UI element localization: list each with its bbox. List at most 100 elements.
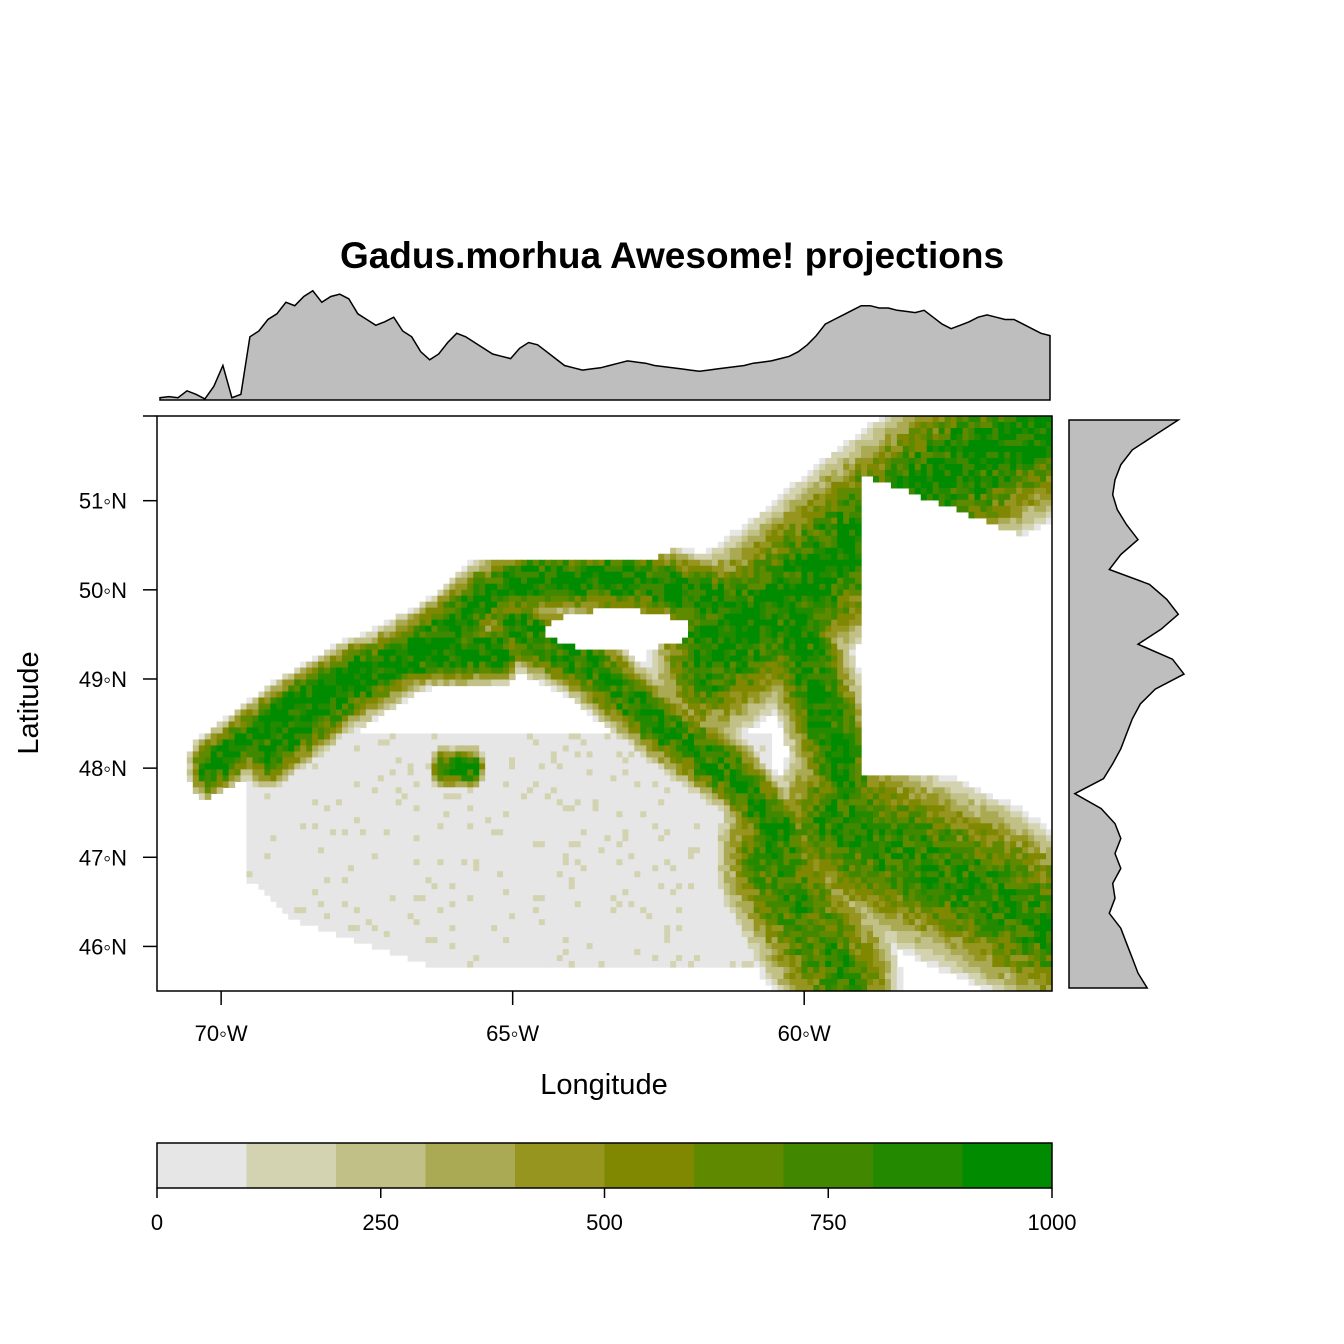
heatmap-cell (813, 637, 820, 645)
heatmap-cell (485, 667, 492, 675)
heatmap-cell (568, 589, 576, 597)
heatmap-cell (950, 817, 958, 824)
heatmap-cell (222, 733, 230, 741)
heatmap-cell (795, 733, 802, 741)
heatmap-cell (926, 451, 934, 459)
heatmap-cell (699, 577, 707, 585)
heatmap-cell (300, 817, 307, 824)
heatmap-cell (228, 751, 236, 759)
heatmap-cell (586, 685, 594, 693)
heatmap-cell (467, 679, 474, 687)
heatmap-cell (1016, 487, 1023, 495)
heatmap-cell (532, 673, 540, 681)
heatmap-cell (550, 613, 558, 621)
heatmap-cell (759, 775, 767, 782)
heatmap-cell (515, 583, 522, 591)
heatmap-cell (819, 541, 826, 549)
heatmap-cell (861, 427, 868, 435)
heatmap-cell (783, 625, 791, 633)
heatmap-cell (735, 637, 743, 645)
heatmap-cell (515, 637, 522, 645)
heatmap-cell (861, 817, 868, 824)
heatmap-cell (336, 811, 343, 818)
heatmap-cell (789, 817, 797, 824)
heatmap-cell (741, 745, 749, 753)
heatmap-cell (908, 427, 916, 435)
heatmap-cell (741, 823, 749, 830)
heatmap-cell (765, 607, 773, 615)
heatmap-cell (330, 643, 337, 651)
heatmap-cell (1004, 457, 1011, 465)
heatmap-cell (634, 745, 641, 753)
heatmap-cell (962, 481, 970, 489)
heatmap-cell (741, 775, 749, 782)
heatmap-cell (628, 697, 635, 705)
heatmap-cell (676, 793, 683, 800)
heatmap-cell (425, 793, 433, 800)
heatmap-cell (890, 805, 898, 812)
heatmap-cell (652, 757, 659, 764)
heatmap-cell (998, 475, 1005, 483)
heatmap-cell (717, 715, 725, 723)
heatmap-cell (813, 703, 820, 711)
heatmap-cell (1040, 416, 1047, 423)
heatmap-cell (670, 691, 677, 699)
heatmap-cell (813, 649, 820, 657)
heatmap-cell (705, 589, 713, 597)
heatmap-cell (920, 416, 928, 423)
heatmap-cell (586, 703, 594, 711)
heatmap-cell (795, 799, 802, 806)
heatmap-cell (515, 781, 522, 788)
heatmap-cell (628, 685, 635, 693)
heatmap-cell (395, 763, 403, 770)
heatmap-cell (801, 625, 808, 633)
heatmap-cell (407, 685, 415, 693)
heatmap-cell (318, 805, 325, 812)
heatmap-cell (676, 805, 683, 812)
heatmap-cell (246, 829, 254, 836)
heatmap-cell (497, 775, 504, 782)
heatmap-cell (729, 571, 737, 579)
heatmap-cell (873, 439, 880, 447)
heatmap-cell (729, 685, 737, 693)
heatmap-cell (873, 793, 880, 800)
heatmap-cell (938, 463, 946, 471)
heatmap-cell (509, 607, 516, 615)
heatmap-cell (479, 643, 486, 651)
heatmap-cell (652, 697, 659, 705)
heatmap-cell (735, 595, 743, 603)
heatmap-cell (449, 757, 456, 764)
heatmap-cell (908, 799, 916, 806)
heatmap-cell (664, 553, 671, 561)
heatmap-cell (849, 583, 856, 591)
heatmap-cell (652, 649, 659, 657)
heatmap-cell (628, 763, 635, 770)
heatmap-cell (497, 739, 504, 747)
heatmap-cell (992, 487, 999, 495)
heatmap-cell (676, 751, 683, 759)
heatmap-cell (873, 817, 880, 824)
heatmap-cell (759, 673, 767, 681)
heatmap-cell (604, 589, 612, 597)
heatmap-cell (628, 571, 635, 579)
heatmap-cell (550, 655, 558, 663)
heatmap-cell (717, 727, 725, 735)
heatmap-cell (300, 799, 307, 806)
heatmap-cell (676, 787, 683, 794)
heatmap-cell (723, 733, 731, 741)
heatmap-cell (1034, 416, 1041, 423)
heatmap-cell (526, 739, 534, 747)
heatmap-cell (878, 457, 886, 465)
heatmap-cell (807, 733, 814, 741)
heatmap-cell (789, 565, 797, 573)
heatmap-cell (699, 697, 707, 705)
heatmap-cell (389, 679, 397, 687)
heatmap-cell (586, 787, 594, 794)
heatmap-cell (950, 481, 958, 489)
heatmap-cell (735, 643, 743, 651)
heatmap-cell (610, 811, 618, 818)
heatmap-cell (741, 793, 749, 800)
heatmap-cell (711, 691, 719, 699)
heatmap-cell (413, 655, 421, 663)
heatmap-cell (974, 439, 981, 447)
